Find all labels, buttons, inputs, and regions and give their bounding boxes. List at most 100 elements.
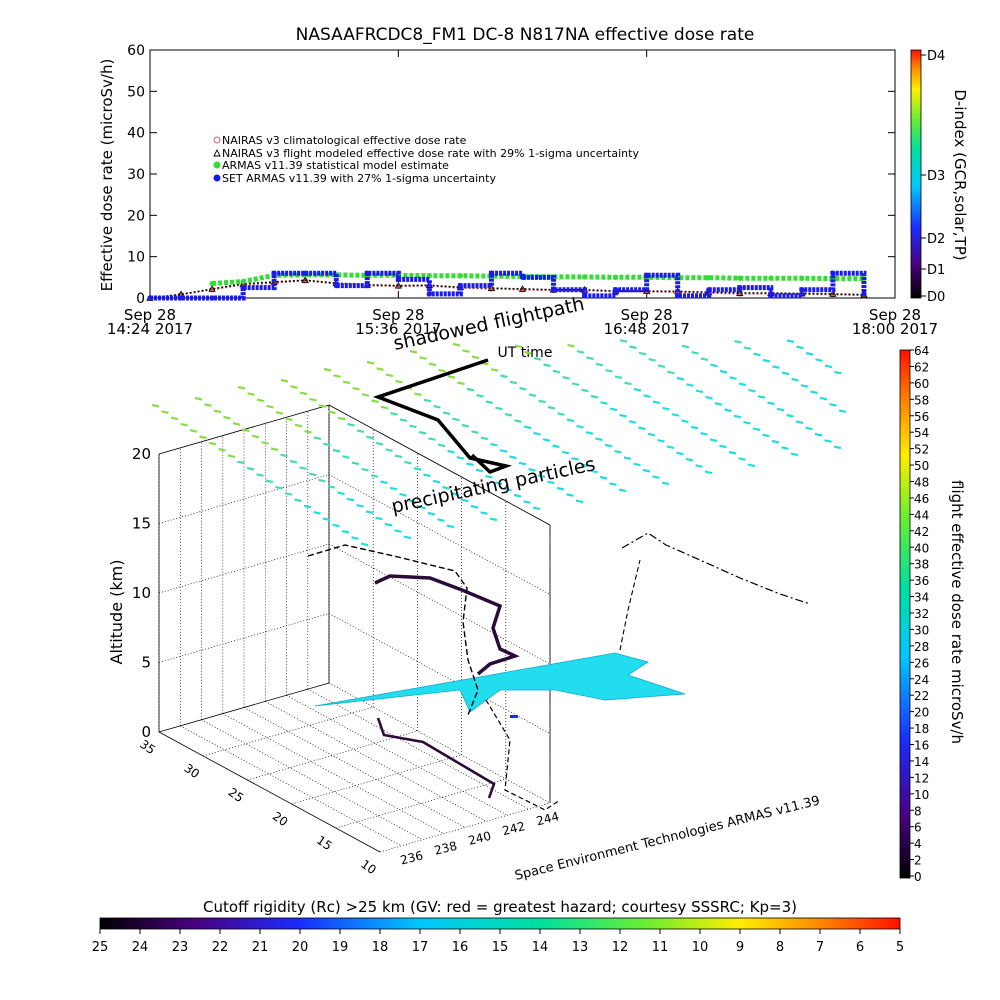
precipitating-particle [729, 376, 737, 380]
precipitating-particle [600, 401, 608, 405]
precipitating-particle [294, 498, 302, 503]
data-point [240, 278, 246, 285]
precipitating-particle [519, 387, 527, 391]
data-point [457, 273, 464, 279]
latitude-tick-label: 10 [358, 857, 379, 877]
precipitating-particle [747, 463, 756, 468]
data-point [675, 293, 681, 299]
longitude-tick-label: 242 [501, 819, 527, 838]
precipitating-particle [791, 377, 799, 382]
d-index-axis-label: D-index (GCR,solar,TP) [951, 89, 969, 260]
series-line-2 [211, 272, 864, 286]
precipitating-particle [437, 443, 446, 448]
floor-grid-line [203, 706, 374, 757]
precipitating-particle [767, 401, 775, 406]
precipitating-particle [724, 408, 732, 413]
altitude-axis-label: Altitude (km) [107, 560, 126, 665]
wall-track-projection [621, 532, 811, 605]
altitude-tick-label: 5 [141, 654, 151, 672]
precipitating-particle [485, 475, 493, 479]
data-point [799, 287, 805, 293]
floor-grid-line [307, 688, 529, 810]
latitude-tick-label: 20 [270, 809, 291, 829]
cutoff-rigidity-tick-label: 20 [292, 940, 309, 955]
precipitating-particle [638, 426, 646, 431]
precipitating-particle [199, 435, 207, 440]
precipitating-particle [709, 438, 718, 442]
precipitating-particle [629, 345, 637, 350]
precipitating-particle [371, 399, 379, 404]
data-point [768, 275, 774, 281]
precipitating-particle [595, 362, 604, 367]
cutoff-rigidity-tick-label: 23 [172, 940, 189, 955]
precipitating-particle [533, 357, 542, 361]
precipitating-particle [543, 363, 551, 368]
ground-track [376, 717, 496, 799]
precipitating-particle [490, 368, 499, 372]
altitude-tick-label: 0 [141, 723, 151, 741]
precipitating-particle [161, 410, 169, 414]
precipitating-particle [504, 487, 512, 492]
precipitating-particle [657, 439, 665, 443]
precipitating-particle [438, 368, 446, 373]
dose-colorbar-tick-label: 0 [914, 870, 922, 884]
precipitating-particle [442, 411, 451, 415]
precipitating-particle [313, 511, 321, 515]
precipitating-particle [714, 402, 723, 406]
precipitating-particle [542, 438, 551, 442]
precipitating-particle [356, 504, 364, 508]
precipitating-particle [533, 431, 541, 436]
precipitating-particle [652, 400, 661, 405]
precipitating-particle [289, 459, 298, 464]
precipitating-particle [710, 363, 718, 368]
dose-colorbar-tick-label: 38 [914, 558, 929, 572]
precipitating-particle [351, 536, 359, 540]
x-tick-label-date: Sep 28 [869, 306, 921, 324]
precipitating-particle [261, 441, 269, 445]
precipitating-particle [428, 437, 436, 441]
precipitating-particle [380, 405, 389, 410]
precipitating-particle [423, 398, 432, 403]
y-tick-label: 30 [127, 167, 145, 183]
precipitating-particle [796, 345, 804, 350]
precipitating-particle [404, 460, 412, 465]
precipitating-particle [666, 445, 675, 449]
precipitating-particle [494, 481, 503, 485]
wall-grid-line [158, 543, 330, 594]
precipitating-particle [194, 396, 203, 401]
wall-track-segment [619, 559, 641, 651]
d-index-tick-label: D0 [927, 290, 945, 305]
precipitating-particle [419, 356, 427, 360]
precipitating-particle [309, 397, 317, 402]
precipitating-particle [566, 493, 574, 497]
cutoff-rigidity-tick-label: 25 [92, 940, 109, 955]
cutoff-rigidity-tick-label: 16 [452, 940, 469, 955]
legend-marker [213, 136, 221, 144]
cutoff-rigidity-tick-label: 8 [776, 940, 784, 955]
precipitating-particle [538, 399, 546, 404]
precipitating-particle [609, 482, 617, 486]
precipitating-particle [452, 417, 460, 422]
flight-track-projection [307, 544, 479, 716]
precipitating-particle [280, 378, 289, 383]
precipitating-particle [599, 475, 608, 480]
data-point [147, 295, 153, 301]
precipitating-particle [266, 404, 274, 409]
cutoff-rigidity-tick-label: 13 [572, 940, 589, 955]
precipitating-particle [728, 450, 737, 455]
cutoff-rigidity-tick-label: 11 [652, 940, 669, 955]
precipitating-particle [576, 350, 585, 354]
precipitating-particle [462, 349, 470, 353]
precipitating-particle [781, 371, 790, 376]
precipitating-particle [294, 423, 303, 428]
precipitating-particle [624, 381, 632, 386]
legend-marker [213, 161, 221, 169]
precipitating-particle [399, 418, 408, 422]
precipitating-particle [341, 529, 350, 534]
precipitating-particle [581, 388, 589, 393]
precipitating-particle [514, 419, 522, 423]
precipitating-particle [218, 448, 226, 452]
legend-marker [213, 174, 221, 182]
precipitating-particle [433, 405, 441, 409]
precipitating-particle [204, 403, 212, 407]
